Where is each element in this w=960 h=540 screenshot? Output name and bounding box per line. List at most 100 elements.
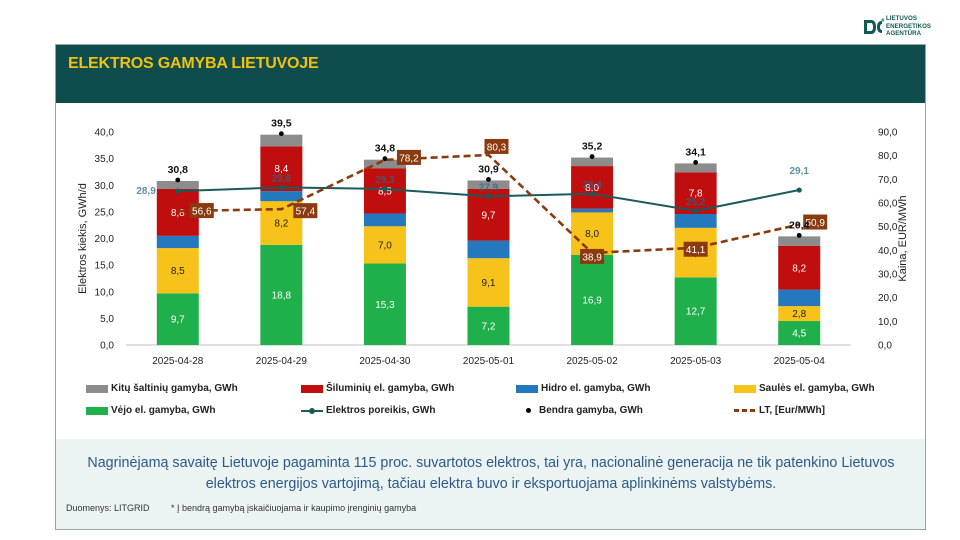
panel-header: ELEKTROS GAMYBA LIETUVOJE [56, 45, 925, 103]
total-point [278, 131, 284, 137]
bar-data-label: 7,2 [482, 321, 496, 332]
bar-data-label: 2,8 [792, 309, 806, 320]
legend-label: Hidro el. gamyba, GWh [541, 383, 651, 394]
bar-data-label: 9,1 [482, 278, 496, 289]
demand-point [485, 193, 492, 200]
total-data-label: 34,1 [685, 146, 706, 158]
legend-marker [86, 384, 108, 393]
x-tick-label: 2025-05-03 [670, 356, 722, 367]
bar-segment-4 [467, 180, 510, 189]
demand-point [278, 184, 284, 190]
bar-data-label: 8,4 [274, 164, 288, 175]
demand-point [589, 191, 595, 197]
demand-point [796, 187, 802, 193]
bar-segment-4 [778, 236, 821, 246]
demand-data-label: 28,9 [136, 186, 156, 197]
y-left-tick-label: 20,0 [95, 234, 115, 245]
legend-item: LT, [Eur/MWh] [734, 405, 825, 416]
bar-segment-1 [363, 226, 406, 264]
price-data-label: 78,2 [399, 153, 419, 164]
total-data-label: 34,8 [375, 143, 396, 155]
total-data-label: 39,5 [271, 118, 292, 130]
price-label-box [683, 241, 708, 257]
total-point [486, 177, 491, 182]
bar-segment-2 [260, 191, 303, 202]
demand-data-label: 25,2 [686, 197, 706, 208]
bar-segment-3 [571, 166, 614, 209]
legend-marker [734, 409, 756, 412]
y-left-tick-label: 25,0 [95, 207, 115, 218]
bar-data-label: 9,7 [482, 210, 496, 221]
bar-data-label: 8,2 [792, 263, 806, 274]
price-data-label: 41,1 [686, 245, 706, 256]
demand-point [175, 188, 181, 194]
y-left-tick-label: 40,0 [95, 128, 115, 139]
y-right-axis-title: Kaina, EUR/MWh [897, 195, 909, 281]
bar-segment-0 [363, 263, 406, 345]
legend-marker [301, 407, 323, 414]
legend-marker [526, 408, 531, 413]
price-data-label: 56,6 [192, 207, 212, 218]
price-label-box [293, 203, 318, 219]
bar-data-label: 8,0 [585, 229, 599, 240]
bar-segment-4 [674, 163, 717, 173]
bar-segment-2 [363, 213, 406, 227]
legend-label: Saulės el. gamyba, GWh [759, 383, 875, 394]
y-left-tick-label: 35,0 [95, 154, 115, 165]
bar-data-label: 15,3 [375, 300, 395, 311]
bar-segment-4 [363, 159, 406, 169]
y-right-tick-label: 10,0 [878, 317, 898, 328]
legend-label: Bendra gamyba, GWh [539, 405, 643, 416]
price-label-box [803, 214, 828, 230]
y-right-tick-label: 40,0 [878, 246, 898, 257]
total-point [382, 156, 388, 162]
bar-segment-0 [156, 293, 199, 345]
y-right-tick-label: 60,0 [878, 199, 898, 210]
price-line [177, 153, 800, 255]
legend-item: Saulės el. gamyba, GWh [734, 383, 875, 394]
production-chart: 0,0 5,0 10,0 15,0 20,0 25,0 30,0 35,0 40,0 0,0 10,… [77, 118, 909, 367]
legend-label: Vėjo el. gamyba, GWh [111, 405, 216, 416]
demand-data-label: 27,9 [479, 182, 499, 193]
price-data-label: 57,4 [296, 207, 316, 218]
bar-data-label: 12,7 [686, 307, 706, 318]
bar-segment-0 [778, 321, 821, 345]
agency-logo: LIETUVOS ENERGETIKOS AGENTŪRA [862, 12, 954, 42]
x-tick-label: 2025-04-29 [256, 356, 308, 367]
y-left-tick-label: 10,0 [95, 287, 115, 298]
y-left-tick-label: 15,0 [95, 261, 115, 272]
legend-marker [516, 384, 538, 393]
bar-data-label: 8,8 [171, 208, 185, 219]
bar-data-label: 4,5 [792, 329, 806, 340]
page-title: ELEKTROS GAMYBA LIETUVOJE [68, 55, 319, 72]
legend-label: Šiluminių el. gamyba, GWh [326, 383, 455, 394]
legend-item: Hidro el. gamyba, GWh [516, 383, 650, 394]
bar-data-label: 8,0 [585, 183, 599, 194]
price-label-box [484, 138, 509, 154]
bar-segment-0 [467, 306, 510, 345]
summary-text: Nagrinėjamą savaitę Lietuvoje pagaminta … [87, 455, 895, 492]
legend-item: Šiluminių el. gamyba, GWh [301, 383, 454, 394]
price-data-label: 80,3 [487, 142, 507, 153]
legend-label: Kitų šaltinių gamyba, GWh [111, 383, 238, 394]
x-tick-label: 2025-05-02 [566, 356, 618, 367]
bar-data-label: 8,2 [274, 219, 288, 230]
demand-data-label: 29,1 [789, 166, 809, 177]
bar-data-label: 18,8 [272, 290, 292, 301]
total-data-label: 20,4 [789, 219, 810, 231]
y-right-tick-label: 80,0 [878, 151, 898, 162]
y-left-tick-label: 5,0 [100, 314, 114, 325]
total-data-label: 30,9 [478, 163, 499, 175]
y-right-tick-label: 20,0 [878, 293, 898, 304]
total-data-label: 30,8 [168, 164, 189, 176]
bar-segment-3 [260, 146, 303, 192]
total-point [175, 177, 181, 183]
bar-segment-1 [778, 306, 821, 322]
legend-marker [734, 384, 756, 393]
logo-line-1: LIETUVOS [886, 15, 917, 22]
bar-data-label: 7,0 [378, 240, 392, 251]
bar-segment-2 [778, 289, 821, 307]
bar-segment-1 [156, 248, 199, 294]
legend-item: Elektros poreikis, GWh [301, 405, 435, 416]
legend-marker [86, 406, 108, 415]
